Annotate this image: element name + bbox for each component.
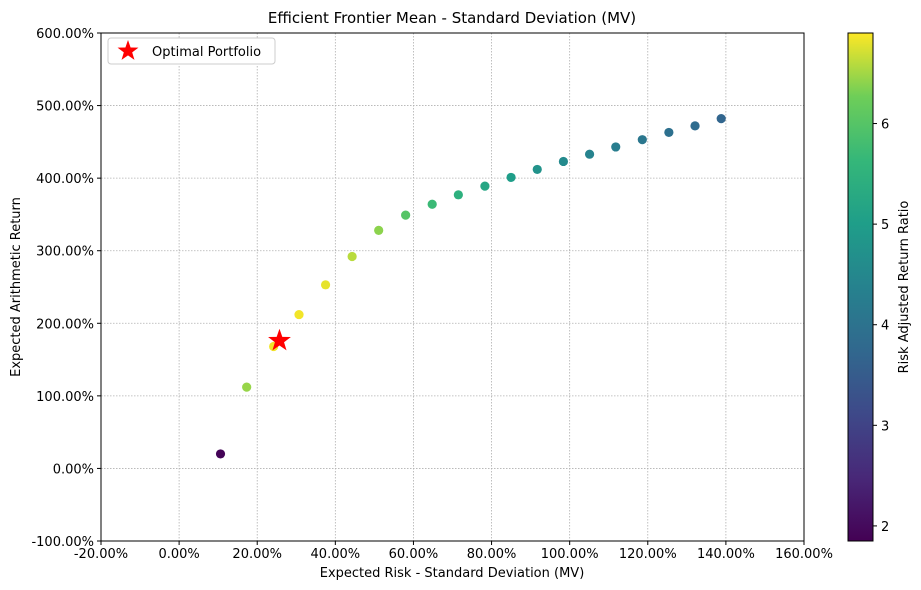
legend-star-icon [117,40,139,60]
y-tick-label: 0.00% [53,462,94,477]
colorbar-tick-label: 4 [881,319,889,334]
chart-title: Efficient Frontier Mean - Standard Devia… [268,9,636,27]
scatter-point [427,199,437,209]
scatter-point [716,114,726,124]
colorbar-tick-label: 2 [881,520,889,535]
x-tick-label: 80.00% [467,547,517,562]
x-axis-ticks: -20.00% 0.00% 20.00% 40.00% 60.00% 80.00% 100.… [74,541,833,562]
grid-lines [100,32,805,542]
y-tick-label: 600.00% [36,27,94,42]
y-tick-label: 500.00% [36,100,94,115]
scatter-point [558,156,569,167]
scatter-point [584,149,595,159]
x-tick-label: 0.00% [158,547,199,562]
scatter-points [215,114,726,459]
scatter-point [532,164,542,175]
optimal-star [268,328,291,351]
plot-area [100,32,805,542]
y-tick-label: 100.00% [36,390,94,405]
legend: Optimal Portfolio [107,37,276,65]
y-axis-ticks: -100.00% 0.00% 100.00% 200.00% 300.00% 400.00… [31,27,101,550]
x-tick-label: 40.00% [311,547,361,562]
colorbar-ticks: 2 3 4 5 6 [873,118,889,535]
x-tick-label: 100.00% [541,547,599,562]
scatter-point [401,210,411,220]
x-axis-label: Expected Risk - Standard Deviation (MV) [320,566,585,581]
colorbar [847,32,874,542]
scatter-point [347,251,357,262]
x-tick-label: 20.00% [232,547,282,562]
colorbar-tick-label: 5 [881,218,889,233]
scatter-point [637,135,647,145]
y-tick-label: -100.00% [31,535,94,550]
scatter-point [506,172,516,183]
x-tick-label: 140.00% [697,547,755,562]
scatter-point [215,449,226,459]
scatter-point [294,309,304,320]
scatter-point [690,121,700,131]
x-tick-label: -20.00% [74,547,128,562]
scatter-point [664,127,674,138]
y-axis-label: Expected Arithmetic Return [9,197,24,377]
x-tick-label: 60.00% [389,547,439,562]
y-tick-label: 300.00% [36,245,94,260]
y-tick-label: 200.00% [36,317,94,332]
scatter-point [453,190,463,200]
scatter-point [242,382,252,392]
scatter-point [374,225,384,235]
scatter-point [480,181,490,191]
optimal-portfolio-marker [268,328,291,351]
colorbar-tick-label: 3 [881,419,889,434]
colorbar-tick-label: 6 [881,118,889,133]
scatter-point [320,280,331,290]
x-tick-label: 120.00% [619,547,677,562]
scatter-point [611,142,621,152]
x-tick-label: 160.00% [775,547,833,562]
colorbar-label: Risk Adjusted Return Ratio [897,201,912,374]
y-tick-label: 400.00% [36,172,94,187]
legend-label: Optimal Portfolio [152,45,261,60]
legend-box [107,37,276,65]
